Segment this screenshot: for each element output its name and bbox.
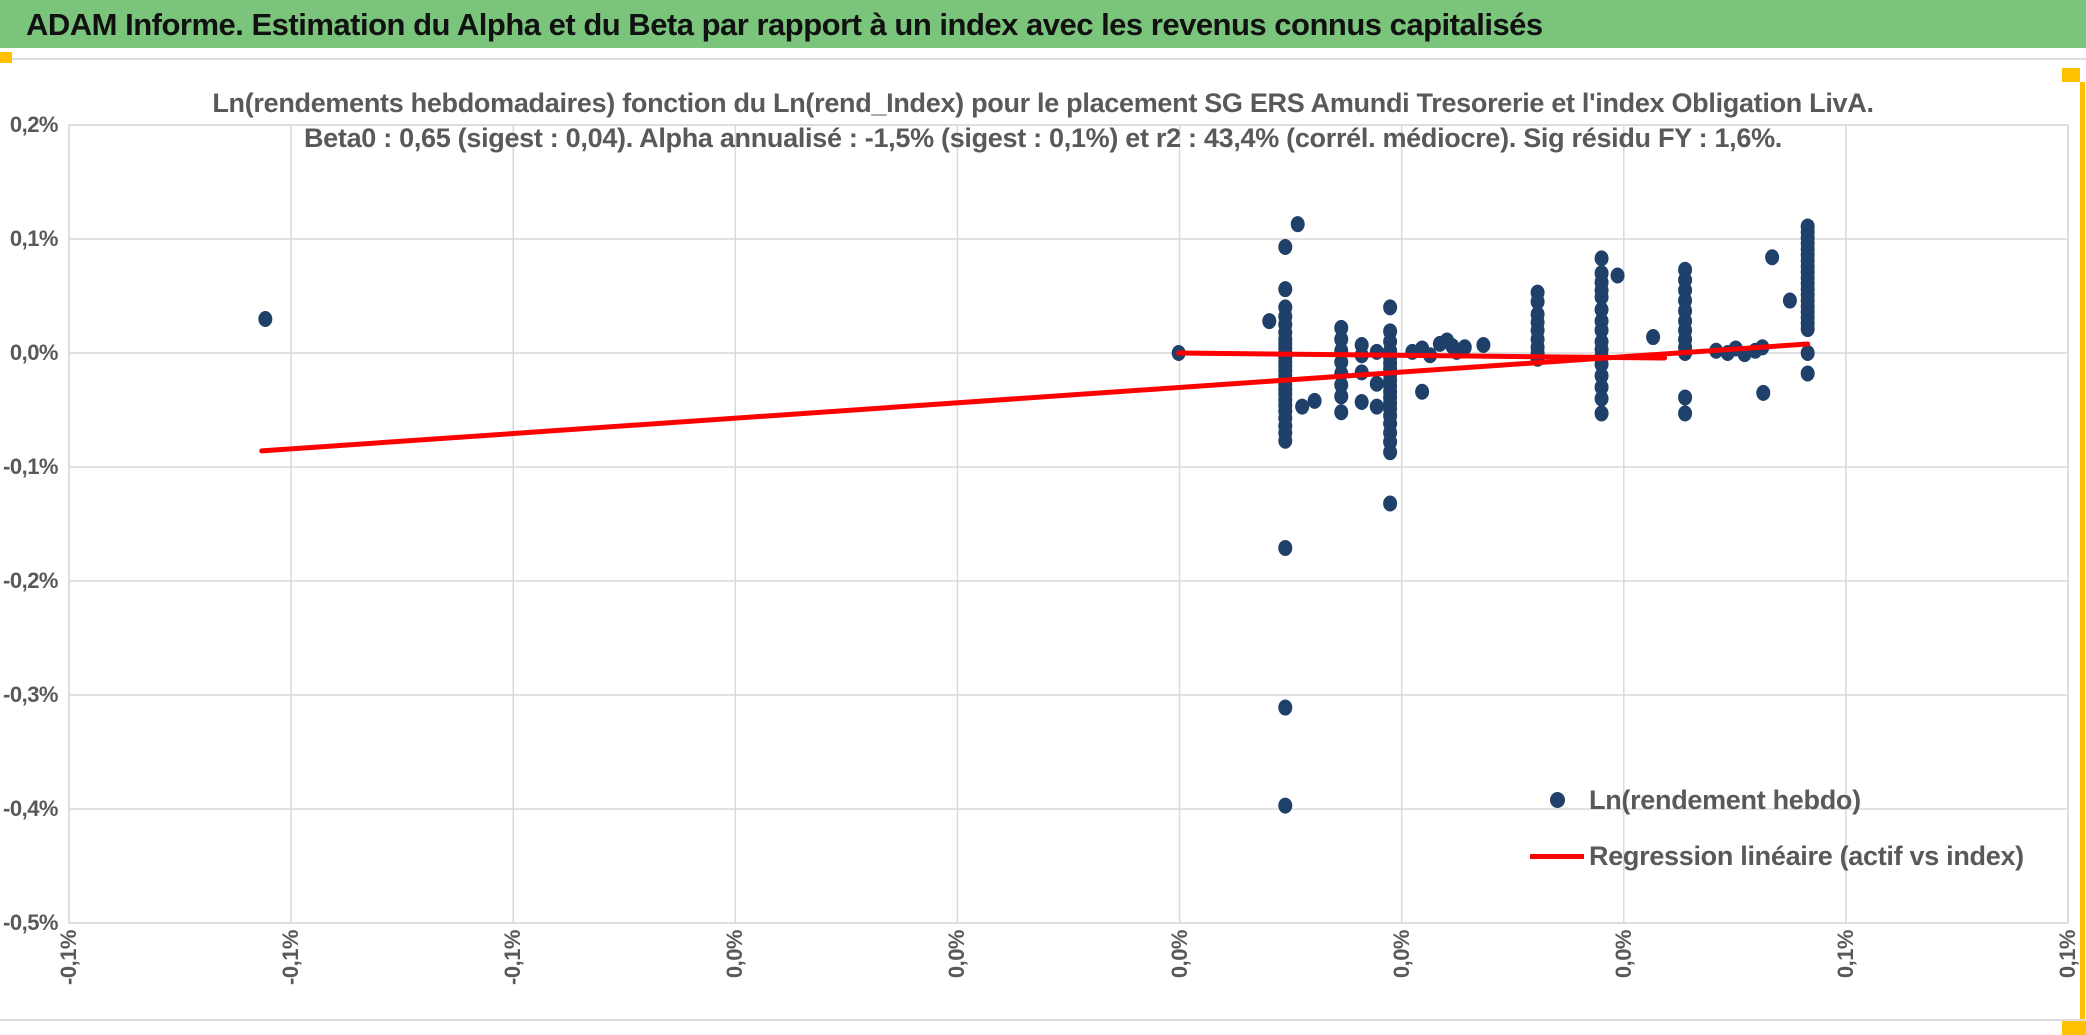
regression-line-icon (1530, 853, 1584, 859)
y-axis-tick-label: 0,1% (9, 226, 59, 251)
scatter-marker-icon (1550, 792, 1565, 808)
y-axis-tick-label: 0,0% (9, 340, 59, 365)
data-point[interactable] (1610, 267, 1625, 284)
data-point[interactable] (1765, 249, 1780, 266)
data-point[interactable] (1307, 392, 1322, 409)
data-point[interactable] (1800, 345, 1815, 361)
y-axis-tick-label: -0,1% (3, 454, 58, 479)
data-point[interactable] (1334, 404, 1349, 421)
legend-item-regression[interactable]: Regression linéaire (actif vs index) (1520, 828, 2040, 884)
data-point[interactable] (1415, 383, 1430, 400)
legend-item-scatter[interactable]: Ln(rendement hebdo) (1520, 772, 2040, 828)
data-point[interactable] (1383, 444, 1398, 461)
plot-border (68, 124, 2069, 924)
data-point[interactable] (1334, 388, 1349, 405)
data-point[interactable] (1290, 216, 1305, 233)
data-point[interactable] (1594, 301, 1609, 318)
y-axis-tick-label: 0,2% (9, 112, 59, 137)
chart-title[interactable]: Ln(rendements hebdomadaires) fonction du… (0, 86, 2086, 156)
data-point[interactable] (1594, 390, 1609, 407)
header-divider (0, 58, 2086, 60)
x-axis-tick-label: -0,1% (56, 930, 81, 985)
y-axis-tick-label: -0,3% (3, 682, 58, 707)
data-point[interactable] (1278, 281, 1293, 298)
data-point[interactable] (1383, 495, 1398, 512)
data-point[interactable] (1594, 250, 1609, 267)
x-axis-tick-label: 0,0% (1610, 930, 1636, 979)
data-point[interactable] (1278, 432, 1293, 449)
data-point[interactable] (1457, 339, 1472, 356)
bottom-divider (0, 1019, 2086, 1021)
data-point[interactable] (1383, 299, 1398, 316)
selection-handle-bottom-right[interactable] (2062, 1020, 2086, 1035)
sheet-header-bar: ADAM Informe. Estimation du Alpha et du … (0, 0, 2086, 48)
data-point[interactable] (1594, 367, 1609, 384)
legend-label-scatter: Ln(rendement hebdo) (1589, 784, 1861, 815)
data-point[interactable] (1594, 289, 1609, 306)
regression-line[interactable] (259, 341, 1811, 454)
selection-handle-left[interactable] (0, 52, 12, 63)
data-point[interactable] (1369, 375, 1384, 392)
x-axis-tick-label: 0,0% (722, 930, 748, 979)
data-point[interactable] (1278, 797, 1293, 814)
data-point[interactable] (1800, 365, 1815, 382)
sheet-header-title: ADAM Informe. Estimation du Alpha et du … (26, 7, 1543, 42)
data-point[interactable] (1476, 337, 1491, 354)
data-point[interactable] (1756, 384, 1771, 401)
data-point[interactable] (1334, 376, 1349, 393)
data-point[interactable] (1295, 398, 1310, 415)
y-axis-tick-label: -0,5% (3, 910, 58, 935)
y-axis-tick-label: -0,2% (3, 568, 58, 593)
chart-title-line2: Beta0 : 0,65 (sigest : 0,04). Alpha annu… (303, 123, 1783, 153)
x-axis-tick-label: -0,1% (278, 930, 304, 985)
data-point[interactable] (1334, 319, 1349, 336)
data-point[interactable] (1678, 405, 1693, 422)
data-point[interactable] (1800, 321, 1815, 338)
data-point[interactable] (1278, 238, 1293, 255)
data-point[interactable] (258, 311, 273, 328)
x-axis-tick-label: 0,1% (2055, 930, 2080, 979)
data-point[interactable] (1782, 292, 1797, 309)
selection-border-right[interactable] (2080, 82, 2085, 1035)
data-point[interactable] (1369, 398, 1384, 415)
y-axis-tick-label: -0,4% (3, 796, 58, 821)
x-axis-tick-label: 0,0% (1388, 930, 1414, 979)
data-point[interactable] (1530, 293, 1545, 310)
data-point[interactable] (1278, 539, 1293, 556)
data-point[interactable] (1334, 354, 1349, 371)
selection-handle-top-right[interactable] (2062, 68, 2080, 82)
chart-legend[interactable]: Ln(rendement hebdo) Regression linéaire … (1520, 772, 2040, 884)
data-point[interactable] (1594, 379, 1609, 396)
data-point[interactable] (1594, 322, 1609, 339)
data-point[interactable] (1678, 389, 1693, 406)
data-point[interactable] (1646, 329, 1661, 346)
legend-label-regression: Regression linéaire (actif vs index) (1589, 840, 2024, 871)
x-axis-tick-label: 0,0% (1166, 930, 1192, 979)
x-axis-tick-label: -0,1% (500, 930, 526, 985)
data-point[interactable] (1594, 405, 1609, 422)
data-point[interactable] (1262, 313, 1277, 330)
data-point[interactable] (1354, 394, 1369, 411)
data-point[interactable] (1278, 699, 1293, 716)
regression-line[interactable] (1176, 350, 1668, 361)
x-axis-tick-label: 0,1% (1832, 930, 1858, 979)
chart-title-line1: Ln(rendements hebdomadaires) fonction du… (212, 88, 1874, 118)
data-point[interactable] (1334, 331, 1349, 348)
x-axis-tick-label: 0,0% (944, 930, 970, 979)
